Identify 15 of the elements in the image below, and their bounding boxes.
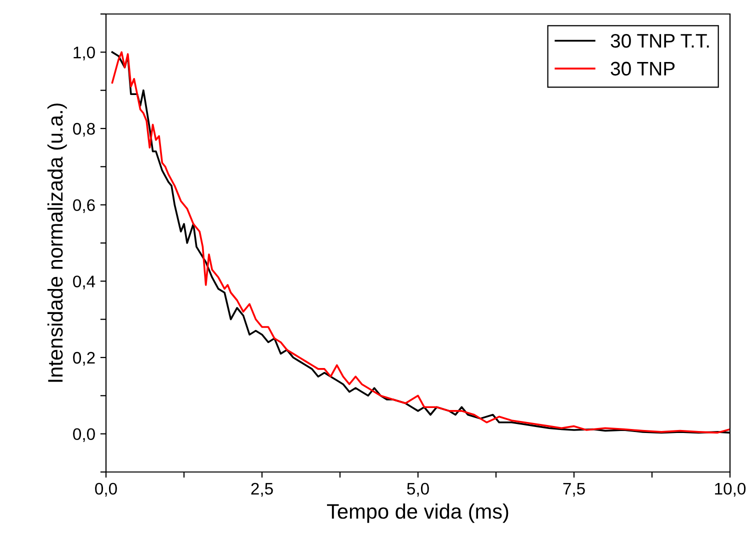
x-tick-label: 10,0 xyxy=(715,482,746,497)
y-tick-label: 0,0 xyxy=(73,428,95,442)
x-tick-label: 7,5 xyxy=(563,483,585,497)
legend-label: 30 TNP T.T. xyxy=(610,34,709,48)
y-tick-label: 0,6 xyxy=(73,199,95,214)
legend-label: 30 TNP xyxy=(610,62,675,76)
y-tick-label: 0,8 xyxy=(73,122,95,137)
y-tick-label: 0,4 xyxy=(73,276,96,290)
y-axis-title: Intensidade normalizada (u.a.) xyxy=(47,104,67,382)
y-tick-label: 0,2 xyxy=(73,352,95,366)
x-tick-label: 2,5 xyxy=(251,482,273,497)
x-tick-label: 0,0 xyxy=(95,482,117,497)
x-axis-title: Tempo de vida (ms) xyxy=(327,504,508,523)
y-tick-label: 1,0 xyxy=(74,46,95,60)
x-tick-label: 5,0 xyxy=(407,482,429,497)
